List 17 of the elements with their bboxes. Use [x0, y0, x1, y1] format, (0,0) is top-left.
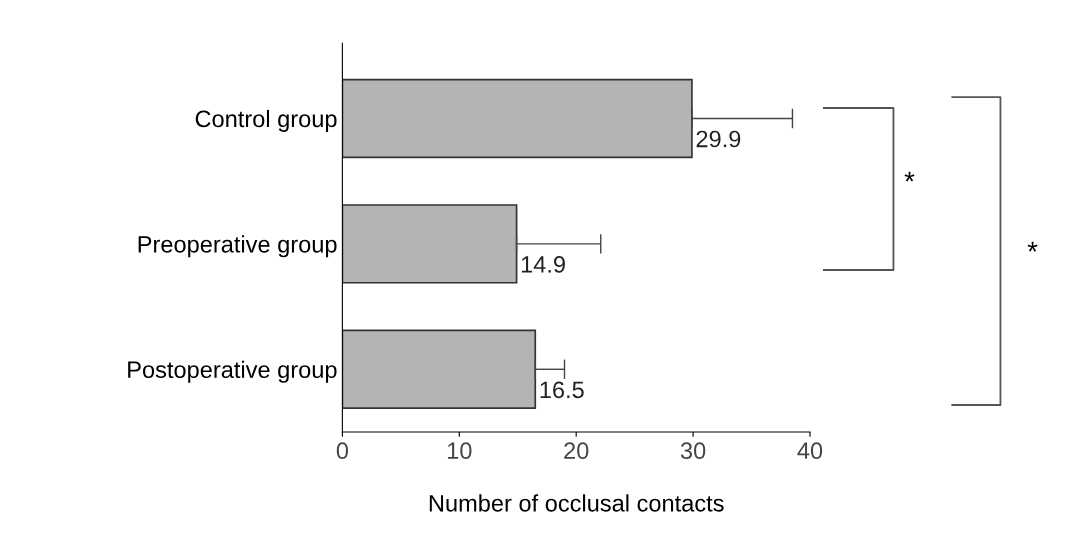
- data-label: 16.5: [540, 381, 584, 399]
- x-tick-label: 30: [680, 442, 706, 460]
- text: *: [904, 171, 915, 182]
- x-tick-label: 10: [447, 442, 472, 460]
- x-axis-title: Number of occlusal contacts: [429, 494, 724, 512]
- x-tick-label: 40: [797, 442, 823, 460]
- bar: [342, 78, 693, 159]
- x-tick-label: 20: [564, 442, 589, 460]
- text: *: [1027, 241, 1038, 252]
- y-tick-label: Preoperative group: [138, 235, 337, 258]
- data-label: 14.9: [521, 256, 565, 273]
- data-label: 29.9: [696, 130, 741, 148]
- bar: [342, 204, 518, 284]
- bar: [342, 329, 537, 410]
- y-tick-label: Postoperative group: [128, 360, 337, 383]
- x-tick-label: 0: [336, 442, 349, 460]
- y-tick-label: Control group: [195, 109, 337, 132]
